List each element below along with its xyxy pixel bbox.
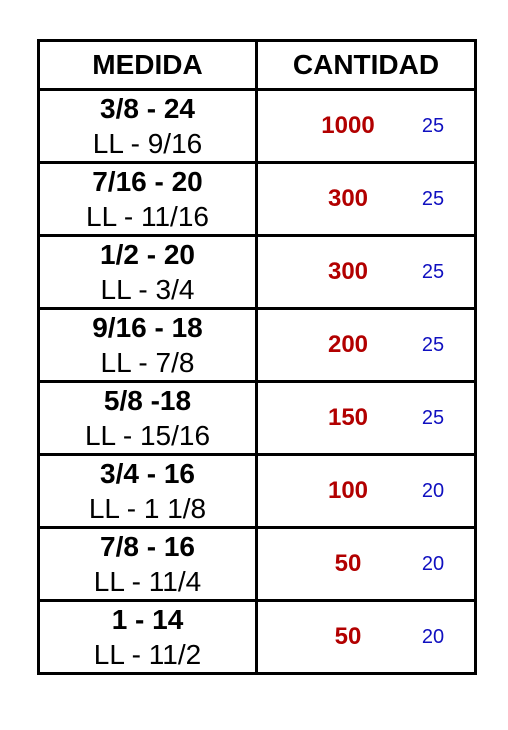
wrench-label: LL - 7/8 xyxy=(100,347,195,378)
wrench-label: LL - 11/2 xyxy=(93,639,202,670)
measure-cell: 3/4 - 16 LL - 1 1/8 xyxy=(40,456,258,526)
measure-cell: 7/8 - 16 LL - 11/4 xyxy=(40,529,258,599)
measure-cell: 5/8 -18 LL - 15/16 xyxy=(40,383,258,453)
quantity-cell: 50 20 xyxy=(258,529,474,599)
measure-label: 3/8 - 24 xyxy=(100,93,195,124)
pack-value: 25 xyxy=(421,334,445,356)
pack-value: 25 xyxy=(421,188,445,210)
measure-table: MEDIDA CANTIDAD 3/8 - 24 LL - 9/16 1000 … xyxy=(37,39,477,675)
pack-value: 25 xyxy=(421,261,445,283)
measure-label: 9/16 - 18 xyxy=(92,312,203,343)
header-cantidad-label: CANTIDAD xyxy=(292,49,440,80)
measure-cell: 7/16 - 20 LL - 11/16 xyxy=(40,164,258,234)
table-row: 1 - 14 LL - 11/2 50 20 xyxy=(40,599,474,672)
measure-label: 5/8 -18 xyxy=(103,385,192,416)
wrench-label: LL - 1 1/8 xyxy=(88,493,207,524)
quantity-cell: 1000 25 xyxy=(258,91,474,161)
header-cell-cantidad: CANTIDAD xyxy=(258,42,474,88)
table-row: 7/16 - 20 LL - 11/16 300 25 xyxy=(40,161,474,234)
header-medida-label: MEDIDA xyxy=(92,49,203,80)
measure-cell: 1 - 14 LL - 11/2 xyxy=(40,602,258,672)
wrench-label: LL - 3/4 xyxy=(100,274,195,305)
quantity-cell: 200 25 xyxy=(258,310,474,380)
measure-cell: 1/2 - 20 LL - 3/4 xyxy=(40,237,258,307)
quantity-value: 50 xyxy=(334,550,362,577)
quantity-value: 100 xyxy=(327,477,369,504)
pack-value: 20 xyxy=(421,480,445,502)
measure-label: 1/2 - 20 xyxy=(100,239,195,270)
quantity-value: 50 xyxy=(334,623,362,650)
table-row: 5/8 -18 LL - 15/16 150 25 xyxy=(40,380,474,453)
table-header: MEDIDA CANTIDAD xyxy=(40,42,474,88)
measure-cell: 3/8 - 24 LL - 9/16 xyxy=(40,91,258,161)
table-row: 3/8 - 24 LL - 9/16 1000 25 xyxy=(40,88,474,161)
quantity-value: 150 xyxy=(327,404,369,431)
measure-label: 7/8 - 16 xyxy=(100,531,195,562)
measure-label: 7/16 - 20 xyxy=(92,166,203,197)
quantity-value: 300 xyxy=(327,185,369,212)
wrench-label: LL - 9/16 xyxy=(92,128,203,159)
wrench-label: LL - 15/16 xyxy=(84,420,211,451)
wrench-label: LL - 11/4 xyxy=(93,566,202,597)
pack-value: 20 xyxy=(421,553,445,575)
quantity-cell: 300 25 xyxy=(258,164,474,234)
measure-cell: 9/16 - 18 LL - 7/8 xyxy=(40,310,258,380)
quantity-cell: 50 20 xyxy=(258,602,474,672)
pack-value: 20 xyxy=(421,626,445,648)
quantity-value: 200 xyxy=(327,331,369,358)
pack-value: 25 xyxy=(421,407,445,429)
table-row: 3/4 - 16 LL - 1 1/8 100 20 xyxy=(40,453,474,526)
wrench-label: LL - 11/16 xyxy=(86,201,209,232)
table-row: 1/2 - 20 LL - 3/4 300 25 xyxy=(40,234,474,307)
quantity-cell: 100 20 xyxy=(258,456,474,526)
table-row: 7/8 - 16 LL - 11/4 50 20 xyxy=(40,526,474,599)
table-row: 9/16 - 18 LL - 7/8 200 25 xyxy=(40,307,474,380)
quantity-value: 1000 xyxy=(321,112,375,139)
quantity-cell: 150 25 xyxy=(258,383,474,453)
quantity-value: 300 xyxy=(327,258,369,285)
measure-label: 3/4 - 16 xyxy=(100,458,195,489)
pack-value: 25 xyxy=(421,115,445,137)
header-cell-medida: MEDIDA xyxy=(40,42,258,88)
measure-label: 1 - 14 xyxy=(111,604,184,635)
quantity-cell: 300 25 xyxy=(258,237,474,307)
